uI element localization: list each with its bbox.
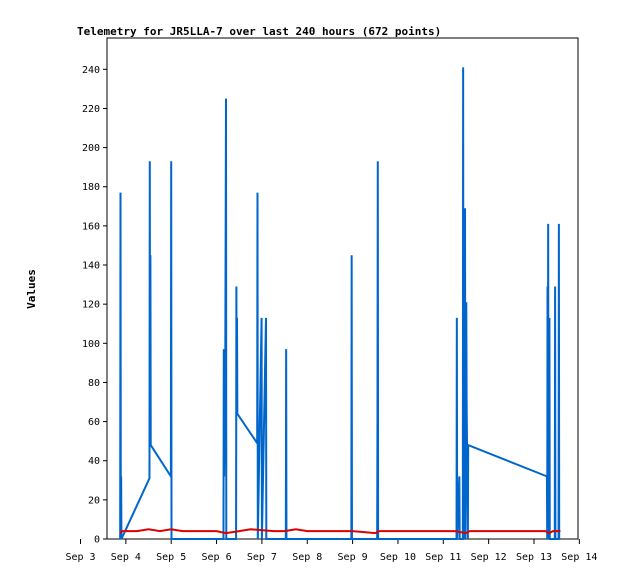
series-line-1 <box>119 67 561 540</box>
y-tick-label: 80 <box>88 378 100 389</box>
y-tick-label: 0 <box>94 535 100 546</box>
y-axis-label: Values <box>25 269 38 309</box>
x-tick-label: Sep 5 <box>156 552 186 563</box>
chart-title: Telemetry for JR5LLA-7 over last 240 hou… <box>77 25 441 38</box>
y-tick-label: 220 <box>82 104 100 115</box>
axis-ticks: 0 20 40 60 80 100 120 140 160 180 200 220 240 Sep 3 Se… <box>65 65 597 563</box>
x-tick-label: Sep 7 <box>247 552 277 563</box>
x-tick-label: Sep 11 <box>425 552 461 563</box>
y-tick-label: 240 <box>82 65 100 76</box>
x-tick-label: Sep 10 <box>380 552 416 563</box>
y-tick-label: 200 <box>82 143 100 154</box>
x-tick-label: Sep 9 <box>338 552 368 563</box>
x-tick-label: Sep 12 <box>471 552 507 563</box>
y-tick-label: 140 <box>82 261 100 272</box>
y-tick-label: 60 <box>88 417 100 428</box>
x-tick-label: Sep 4 <box>111 552 141 563</box>
series-line-2 <box>119 528 561 535</box>
y-tick-label: 100 <box>82 339 100 350</box>
y-tick-label: 40 <box>88 456 100 467</box>
y-tick-label: 20 <box>88 495 100 506</box>
x-tick-label: Sep 8 <box>292 552 322 563</box>
x-tick-label: Sep 13 <box>516 552 552 563</box>
x-tick-label: Sep 3 <box>65 552 95 563</box>
x-tick-label: Sep 6 <box>201 552 231 563</box>
plot-frame <box>106 37 579 540</box>
x-tick-label: Sep 14 <box>561 552 597 563</box>
y-tick-label: 120 <box>82 300 100 311</box>
y-tick-label: 160 <box>82 221 100 232</box>
y-tick-label: 180 <box>82 182 100 193</box>
series-layer <box>119 67 561 540</box>
